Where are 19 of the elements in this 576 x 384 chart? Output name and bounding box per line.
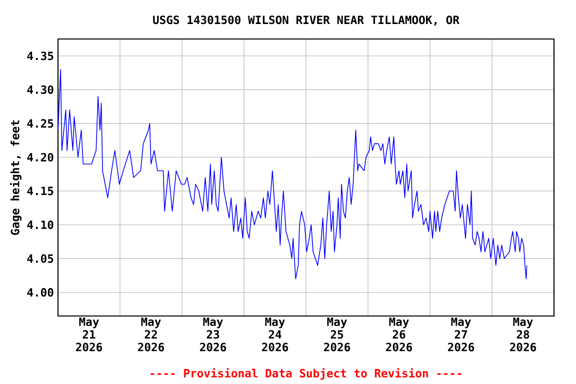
x-tick-label: May 26 2026 [386, 318, 412, 352]
x-tick-label: May 27 2026 [448, 318, 474, 352]
y-tick-label: 4.20 [27, 152, 54, 162]
y-tick-label: 4.30 [27, 85, 54, 94]
x-tick-label: May 25 2026 [324, 318, 350, 352]
y-tick-label: 4.35 [27, 52, 54, 60]
x-tick-label: May 23 2026 [200, 318, 226, 352]
y-axis-title: Gage height, feet [10, 120, 22, 235]
text: ---- Provisional Data Subject to Revision ---- [150, 368, 462, 380]
x-tick-label: May 24 2026 [262, 318, 288, 352]
y-tick-label: 4.00 [27, 288, 54, 297]
x-tick-label: May 28 2026 [510, 318, 536, 352]
y-tick-label: 4.25 [27, 119, 54, 128]
chart-title: USGS 14301500 WILSON RIVER NEAR TILLAMOOK, OR [153, 16, 460, 26]
y-tick-label: 4.05 [27, 254, 54, 263]
y-tick-label: 4.15 [27, 186, 54, 196]
x-tick-label: May 22 2026 [138, 318, 164, 352]
x-tick-label: May 21 2026 [76, 318, 102, 352]
y-tick-label: 4.10 [27, 220, 54, 230]
